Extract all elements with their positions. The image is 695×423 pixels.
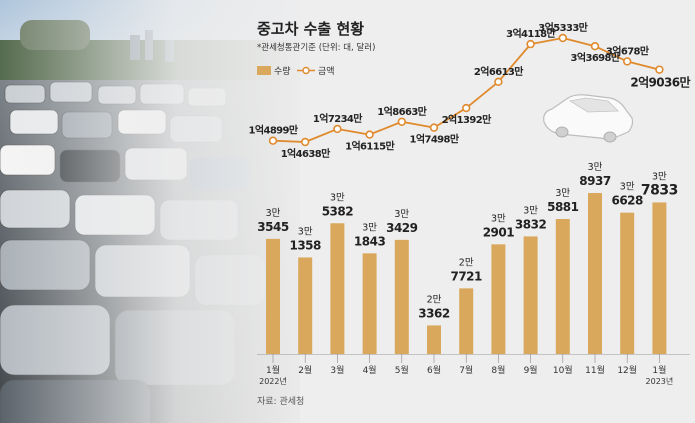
x-tick-label: 8월 bbox=[491, 364, 505, 376]
quantity-bar bbox=[459, 288, 474, 354]
quantity-label-rest: 7721 bbox=[450, 269, 482, 283]
quantity-label-man: 3만 bbox=[588, 162, 603, 173]
quantity-bar bbox=[298, 257, 313, 354]
quantity-label-man: 2만 bbox=[427, 294, 442, 305]
legend-bar-swatch bbox=[257, 66, 271, 75]
amount-point bbox=[429, 123, 439, 132]
amount-point bbox=[558, 33, 567, 43]
amount-point bbox=[622, 57, 632, 66]
quantity-label-rest: 3545 bbox=[257, 220, 289, 234]
quantity-label-man: 3만 bbox=[298, 226, 313, 237]
quantity-label-man: 3만 bbox=[362, 222, 377, 233]
amount-label: 3억3698만 bbox=[571, 51, 621, 64]
quantity-bar bbox=[427, 325, 441, 354]
chart-subtitle: *관세청통관기준 (단위: 대, 달러) bbox=[257, 42, 375, 53]
quantity-label-rest: 8937 bbox=[579, 174, 611, 188]
x-tick-label: 12월 bbox=[617, 364, 637, 376]
quantity-label-rest: 5881 bbox=[547, 200, 579, 214]
amount-label: 1억8663만 bbox=[377, 105, 427, 118]
quantity-bar bbox=[491, 244, 506, 354]
source-note: 자료: 관세청 bbox=[257, 396, 304, 407]
legend-label-amount: 금액 bbox=[318, 65, 335, 77]
x-tick-label: 1월 bbox=[652, 364, 666, 376]
quantity-label-man: 3만 bbox=[652, 171, 667, 182]
quantity-bar bbox=[362, 253, 377, 354]
amount-line-series: 1억4899만 1억4638만 1억7234만 1억6115만 1억8663만 1억749… bbox=[249, 21, 692, 160]
quantity-label-rest: 2901 bbox=[483, 225, 515, 239]
quantity-bar bbox=[330, 223, 345, 354]
quantity-label-rest: 1843 bbox=[354, 234, 386, 248]
x-tick-label: 10월 bbox=[553, 364, 573, 376]
amount-point bbox=[365, 130, 374, 139]
quantity-label-rest: 1358 bbox=[289, 238, 321, 252]
x-tick-label: 9월 bbox=[524, 364, 538, 376]
amount-label: 1억7234만 bbox=[313, 112, 363, 125]
quantity-bar bbox=[588, 193, 602, 354]
chart-title: 중고차 수출 현황 bbox=[257, 20, 364, 38]
quantity-label-man: 3만 bbox=[620, 182, 635, 193]
amount-point bbox=[333, 124, 342, 134]
photo-scene bbox=[0, 0, 320, 423]
amount-label: 1억6115만 bbox=[345, 140, 395, 153]
amount-label: 3억678만 bbox=[606, 44, 650, 57]
x-tick-label: 11월 bbox=[585, 364, 605, 376]
quantity-label-man: 3만 bbox=[330, 192, 345, 203]
x-tick-label: 7월 bbox=[459, 364, 473, 376]
quantity-label-man: 3만 bbox=[266, 208, 281, 219]
year-label: 2023년 bbox=[646, 376, 674, 386]
quantity-bar bbox=[266, 238, 280, 354]
quantity-label-man: 3만 bbox=[555, 188, 570, 199]
x-tick-label: 2월 bbox=[298, 364, 312, 376]
quantity-label-man: 2만 bbox=[459, 257, 474, 268]
x-tick-label: 3월 bbox=[330, 364, 344, 376]
legend: 수량 금액 bbox=[257, 65, 335, 77]
amount-label: 3억4118만 bbox=[506, 27, 556, 40]
amount-label: 3억5333만 bbox=[538, 21, 588, 34]
quantity-bar bbox=[652, 202, 667, 354]
x-tick-label: 1월 bbox=[266, 364, 280, 376]
quantity-label-man: 3만 bbox=[523, 205, 538, 216]
amount-label: 2억9036만 bbox=[630, 75, 690, 90]
x-tick-label: 4월 bbox=[363, 364, 377, 376]
quantity-label-rest: 3832 bbox=[515, 217, 547, 231]
legend-label-quantity: 수량 bbox=[274, 65, 291, 77]
amount-point bbox=[526, 39, 535, 49]
quantity-bar bbox=[523, 236, 538, 354]
amount-label: 2억6613만 bbox=[474, 65, 524, 78]
quantity-label-man: 3만 bbox=[491, 213, 506, 224]
amount-point bbox=[397, 117, 406, 126]
amount-point bbox=[462, 103, 471, 113]
amount-point bbox=[268, 136, 278, 145]
amount-label: 1억4638만 bbox=[281, 147, 331, 160]
quantity-label-rest: 5382 bbox=[322, 204, 354, 218]
x-tick-label: 5월 bbox=[395, 364, 409, 376]
x-tick-label: 6월 bbox=[427, 364, 441, 376]
car-illustration-icon bbox=[543, 94, 634, 143]
quantity-bar bbox=[620, 212, 635, 354]
amount-label: 1억4899만 bbox=[249, 124, 299, 137]
amount-point bbox=[301, 137, 310, 147]
quantity-label-rest: 3362 bbox=[418, 306, 450, 320]
quantity-label-rest: 7833 bbox=[641, 182, 678, 198]
year-label: 2022년 bbox=[259, 376, 287, 386]
amount-label: 1억7498만 bbox=[410, 133, 460, 146]
amount-label: 2억1392만 bbox=[442, 113, 492, 126]
quantity-bar bbox=[394, 239, 409, 354]
quantity-label-rest: 3429 bbox=[386, 221, 418, 235]
legend-line-marker bbox=[302, 66, 310, 75]
amount-point bbox=[494, 77, 503, 87]
quantity-bar bbox=[555, 219, 570, 354]
quantity-label-man: 3만 bbox=[394, 209, 409, 220]
amount-point bbox=[590, 42, 600, 51]
amount-point bbox=[655, 65, 664, 74]
quantity-label-rest: 6628 bbox=[611, 194, 643, 208]
